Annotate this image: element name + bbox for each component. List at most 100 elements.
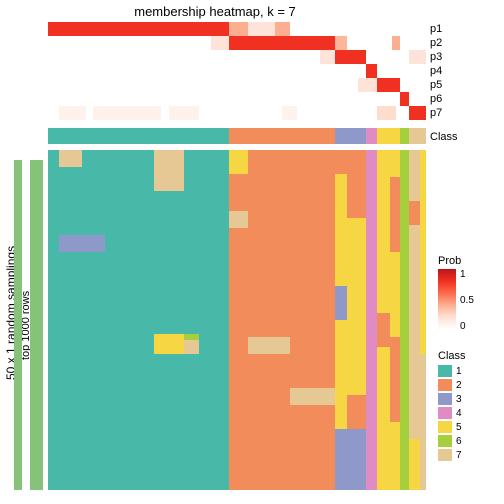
swatch-box bbox=[438, 365, 452, 377]
p-cell bbox=[377, 106, 396, 120]
p-cell bbox=[392, 36, 400, 50]
swatch-label: 2 bbox=[456, 380, 462, 391]
p-row-label: p7 bbox=[430, 107, 470, 119]
p-cell bbox=[229, 36, 335, 50]
class-annotation-strip bbox=[48, 128, 426, 144]
class-cell bbox=[400, 128, 409, 144]
p-row-label: p3 bbox=[430, 51, 470, 63]
p-row-p1 bbox=[48, 22, 426, 36]
swatch-box bbox=[438, 379, 452, 391]
prob-legend-title: Prob bbox=[438, 255, 498, 267]
p-row-p7 bbox=[48, 106, 426, 120]
heatmap-column bbox=[154, 150, 184, 490]
class-cell bbox=[366, 128, 377, 144]
p-cell bbox=[358, 78, 377, 92]
p-cell bbox=[169, 106, 199, 120]
prob-tick: 0 bbox=[460, 321, 466, 332]
heatmap-band bbox=[184, 340, 199, 354]
sampling-annotation-bar bbox=[14, 160, 22, 490]
heatmap-band bbox=[390, 150, 399, 177]
prob-tick: 1 bbox=[460, 269, 466, 280]
p-cell bbox=[211, 36, 230, 50]
heatmap-column bbox=[82, 150, 105, 490]
heatmap-band bbox=[390, 252, 399, 337]
heatmap-band bbox=[409, 201, 420, 225]
p-cell bbox=[59, 106, 85, 120]
p-row-p4 bbox=[48, 64, 426, 78]
p-cell bbox=[335, 50, 365, 64]
class-row-label: Class bbox=[430, 131, 458, 143]
p-cell bbox=[377, 78, 400, 92]
heatmap-band bbox=[390, 422, 399, 490]
heatmap-band bbox=[59, 150, 82, 167]
p-row-label: p1 bbox=[430, 23, 470, 35]
heatmap-band bbox=[229, 211, 248, 228]
class-cell bbox=[48, 128, 229, 144]
class-cell bbox=[229, 128, 335, 144]
heatmap-band bbox=[290, 388, 335, 405]
heatmap-column bbox=[420, 150, 426, 490]
membership-rows bbox=[48, 22, 426, 120]
heatmap-band bbox=[82, 235, 105, 252]
swatch-label: 3 bbox=[456, 394, 462, 405]
heatmap-column bbox=[335, 150, 346, 490]
heatmap-column bbox=[390, 150, 399, 490]
prob-gradient bbox=[438, 269, 456, 329]
heatmap-band bbox=[154, 334, 184, 354]
heatmap-band bbox=[335, 150, 346, 174]
heatmap-band bbox=[154, 150, 184, 191]
p-cell bbox=[248, 22, 274, 36]
class-swatch: 7 bbox=[438, 448, 498, 462]
p-row-label: p6 bbox=[430, 93, 470, 105]
heatmap-column bbox=[184, 150, 199, 490]
p-cell bbox=[366, 64, 377, 78]
p-cell bbox=[229, 22, 248, 36]
p-cell bbox=[320, 50, 335, 64]
swatch-label: 4 bbox=[456, 408, 462, 419]
p-row-p2 bbox=[48, 36, 426, 50]
heatmap-band bbox=[229, 150, 248, 174]
p-cell bbox=[275, 22, 290, 36]
class-cell bbox=[409, 128, 426, 144]
heatmap-band bbox=[347, 218, 366, 395]
chart-title: membership heatmap, k = 7 bbox=[0, 4, 430, 19]
class-legend: Class 1234567 bbox=[438, 350, 498, 462]
class-cell bbox=[377, 128, 400, 144]
heatmap-column bbox=[229, 150, 248, 490]
class-swatch: 1 bbox=[438, 364, 498, 378]
heatmap-band bbox=[420, 150, 426, 354]
swatch-label: 5 bbox=[456, 422, 462, 433]
swatch-box bbox=[438, 421, 452, 433]
heatmap-column bbox=[400, 150, 409, 490]
p-cell bbox=[282, 106, 297, 120]
swatch-box bbox=[438, 393, 452, 405]
swatch-box bbox=[438, 407, 452, 419]
heatmap-band bbox=[409, 439, 420, 490]
class-swatch: 4 bbox=[438, 406, 498, 420]
heatmap-column bbox=[366, 150, 377, 490]
heatmap-band bbox=[184, 334, 199, 341]
heatmap-band bbox=[59, 235, 82, 252]
p-cell bbox=[48, 22, 229, 36]
heatmap-band bbox=[248, 337, 290, 354]
heatmap-band bbox=[377, 313, 390, 347]
class-swatch: 2 bbox=[438, 378, 498, 392]
heatmap-column bbox=[347, 150, 366, 490]
heatmap-band bbox=[347, 150, 366, 218]
heatmap-column bbox=[290, 150, 335, 490]
rows-annotation-bar bbox=[30, 160, 43, 490]
heatmap-column bbox=[409, 150, 420, 490]
p-cell bbox=[93, 106, 161, 120]
class-legend-title: Class bbox=[438, 350, 498, 362]
swatch-label: 7 bbox=[456, 450, 462, 461]
p-cell bbox=[409, 50, 426, 64]
p-row-label: p5 bbox=[430, 79, 470, 91]
heatmap-column bbox=[105, 150, 154, 490]
heatmap-column bbox=[248, 150, 290, 490]
heatmap-band bbox=[335, 429, 346, 490]
heatmap-column bbox=[199, 150, 229, 490]
class-swatch: 3 bbox=[438, 392, 498, 406]
swatch-box bbox=[438, 435, 452, 447]
heatmap-column bbox=[48, 150, 59, 490]
swatch-box bbox=[438, 449, 452, 461]
